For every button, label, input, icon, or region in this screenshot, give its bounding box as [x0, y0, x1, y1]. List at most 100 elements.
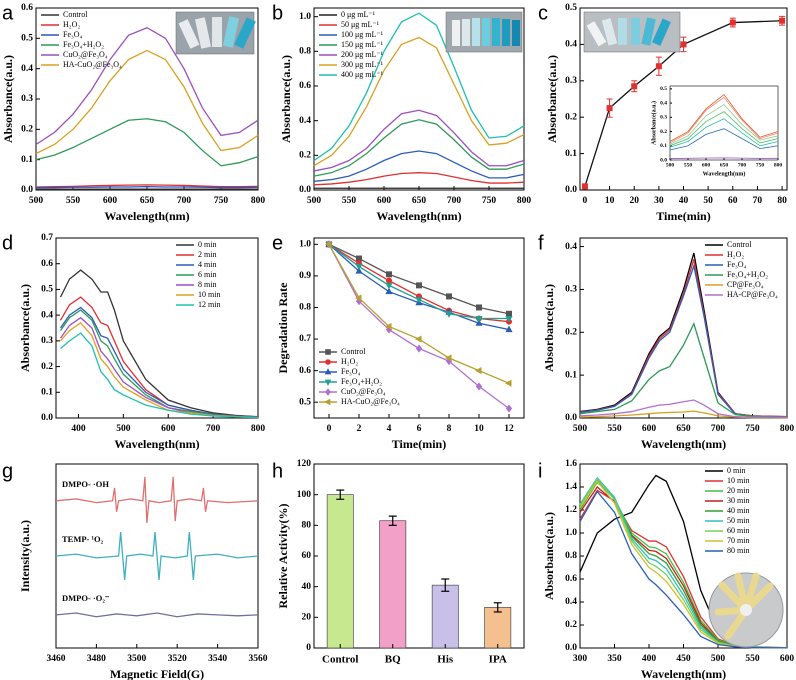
y-tick-label: 0.6: [299, 81, 311, 91]
marker: [355, 263, 363, 271]
legend-label: Fe₃O₄+H₂O₂: [63, 40, 104, 49]
series-line: [35, 49, 259, 155]
x-tick-label: 3520: [168, 654, 187, 664]
trace-label: DMPO- ·OH: [62, 479, 109, 489]
x-tick-label: 600: [161, 424, 176, 434]
legend-marker: [324, 379, 332, 386]
y-tick-label: 0.5: [660, 86, 667, 92]
y-tick-label: 0.5: [565, 3, 577, 13]
series-line: [313, 150, 525, 182]
y-tick-label: 0.4: [21, 64, 33, 74]
bar: [484, 607, 512, 649]
y-tick-label: 0.5: [41, 285, 53, 295]
marker: [729, 19, 736, 26]
y-tick-label: 0.3: [21, 94, 33, 104]
y-axis-title: Absorbance(a.u.): [1, 55, 15, 143]
y-tick-label: 0.4: [565, 40, 577, 50]
bar: [379, 520, 407, 649]
series-line: [36, 186, 259, 189]
legend-label: 12 min: [198, 300, 220, 309]
marker: [445, 311, 453, 318]
y-tick-label: 0.2: [21, 125, 33, 135]
legend-label: HA-CuO₂@Fe₃O₄: [63, 60, 122, 69]
y-tick-label: 0.0: [660, 157, 667, 163]
x-axis-title: Time(min): [656, 209, 710, 223]
y-tick-label: 0.8: [299, 303, 311, 313]
x-tick-label: 3540: [208, 654, 227, 664]
series-line: [669, 103, 779, 145]
x-axis-title: Wavelength(nm): [641, 667, 726, 680]
legend-marker: [325, 349, 331, 355]
series-line: [669, 157, 779, 159]
legend-label: Control: [63, 10, 88, 19]
marker: [415, 344, 423, 353]
series-line: [579, 263, 788, 418]
marker: [475, 319, 483, 326]
vial-photo-c: [583, 11, 681, 53]
x-tick-label: 600: [642, 424, 657, 434]
legend-label: 150 μg mL⁻¹: [341, 40, 384, 49]
x-tick-label: 10: [474, 424, 484, 434]
y-tick-label: 0.6: [299, 366, 311, 376]
legend-label: 30 min: [727, 496, 749, 505]
x-tick-label: 6: [417, 424, 422, 434]
y-tick-label: 0.0: [565, 185, 577, 195]
x-tick-label: 600: [780, 654, 795, 664]
x-tick-label: 650: [720, 162, 729, 168]
y-tick-label: 0.1: [660, 143, 667, 149]
marker: [680, 41, 687, 48]
x-tick-label: 3460: [47, 654, 66, 664]
y-tick-label: 0.1: [565, 149, 577, 159]
y-tick-label: 80: [302, 521, 312, 531]
panel-letter: a: [2, 2, 14, 24]
trace-label: DMPO- ·O₂⁻: [62, 593, 110, 603]
y-tick-label: 0.2: [660, 129, 667, 135]
marker: [384, 322, 392, 331]
legend-label: 10 min: [198, 290, 220, 299]
y-axis-title: Absorbance(a.u.): [650, 101, 657, 145]
y-tick-label: 0.4: [565, 597, 577, 607]
bar: [326, 494, 354, 649]
x-tick-label: 3560: [249, 654, 268, 664]
trace-label: TEMP- ¹O₂: [62, 534, 104, 544]
panel-letter: i: [538, 460, 542, 482]
series-line: [35, 118, 259, 167]
legend-label: 400 μg mL⁻¹: [341, 70, 384, 79]
x-tick-label: 600: [702, 162, 711, 168]
y-tick-label: 0.3: [41, 336, 53, 346]
legend-label: 10 min: [727, 476, 749, 485]
y-tick-label: 20: [302, 613, 312, 623]
x-tick-label: 40: [679, 196, 689, 206]
y-tick-label: 0.6: [21, 3, 33, 13]
x-tick-label: 12: [504, 424, 514, 434]
marker: [506, 310, 512, 317]
legend-label: Fe₃O₄+H₂O₂: [727, 270, 768, 279]
legend-label: Fe₃O₄+H₂O₂: [341, 377, 382, 386]
x-tick-label: 450: [676, 654, 691, 664]
y-axis-title: Absorbance(a.u.): [279, 55, 293, 143]
y-tick-label: 0.3: [565, 76, 577, 86]
x-tick-label: 500: [29, 196, 44, 206]
marker: [475, 316, 483, 323]
legend-marker: [325, 388, 331, 396]
x-tick-label: 700: [206, 424, 221, 434]
y-tick-label: 0.4: [41, 310, 53, 320]
marker: [581, 183, 588, 190]
legend-marker: [324, 398, 331, 406]
legend-label: 40 min: [727, 506, 749, 515]
marker: [415, 297, 423, 304]
marker: [474, 367, 482, 375]
x-tick-label: 800: [517, 196, 532, 206]
x-tick-label: 800: [780, 424, 795, 434]
series-line: [313, 12, 525, 162]
legend-label: Fe₃O₄: [727, 260, 747, 269]
series-line: [669, 128, 779, 151]
panel-letter: c: [538, 2, 548, 24]
y-tick-label: 0.7: [41, 233, 53, 243]
marker: [386, 277, 392, 284]
y-tick-label: 0.0: [565, 413, 577, 423]
marker: [386, 271, 392, 278]
legend-label: 50 μg mL⁻¹: [341, 20, 380, 29]
series-line: [313, 36, 525, 167]
